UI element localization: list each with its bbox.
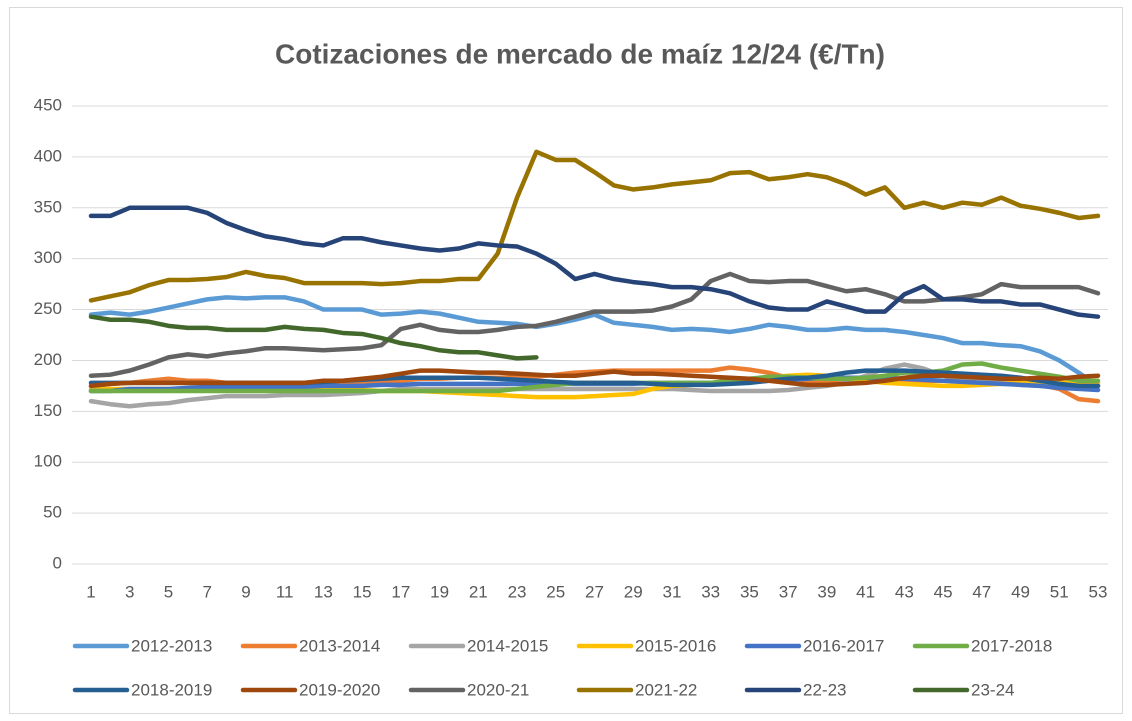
legend-label: 2016-2017 — [803, 636, 884, 655]
y-tick-label: 450 — [34, 95, 62, 114]
legend-label: 2017-2018 — [971, 636, 1052, 655]
x-tick-label: 23 — [508, 582, 527, 601]
x-tick-label: 7 — [202, 582, 211, 601]
chart-title: Cotizaciones de mercado de maíz 12/24 (€… — [275, 38, 885, 69]
legend-label: 22-23 — [803, 680, 846, 699]
x-tick-label: 45 — [934, 582, 953, 601]
y-tick-label: 150 — [34, 401, 62, 420]
legend-label: 2015-2016 — [635, 636, 716, 655]
x-tick-label: 43 — [895, 582, 914, 601]
x-tick-label: 47 — [972, 582, 991, 601]
legend-label: 2019-2020 — [299, 680, 380, 699]
legend-label: 2013-2014 — [299, 636, 380, 655]
y-tick-label: 350 — [34, 197, 62, 216]
x-tick-label: 5 — [164, 582, 173, 601]
legend-label: 2018-2019 — [131, 680, 212, 699]
y-tick-label: 250 — [34, 299, 62, 318]
x-tick-label: 31 — [663, 582, 682, 601]
x-tick-label: 33 — [701, 582, 720, 601]
series-line — [88, 149, 1101, 303]
x-tick-label: 25 — [546, 582, 565, 601]
x-tick-label: 27 — [585, 582, 604, 601]
y-tick-label: 300 — [34, 248, 62, 267]
series-line — [88, 205, 1101, 319]
legend-label: 2012-2013 — [131, 636, 212, 655]
x-tick-label: 53 — [1089, 582, 1108, 601]
y-tick-label: 200 — [34, 350, 62, 369]
x-tick-label: 49 — [1011, 582, 1030, 601]
x-tick-label: 37 — [779, 582, 798, 601]
x-tick-label: 21 — [469, 582, 488, 601]
x-tick-label: 17 — [391, 582, 410, 601]
x-tick-label: 3 — [125, 582, 134, 601]
x-tick-label: 15 — [353, 582, 372, 601]
y-tick-label: 100 — [34, 452, 62, 471]
x-tick-label: 13 — [314, 582, 333, 601]
x-tick-label: 1 — [86, 582, 95, 601]
x-tick-label: 19 — [430, 582, 449, 601]
series-line — [88, 295, 1101, 389]
legend-label: 2020-21 — [467, 680, 529, 699]
x-tick-label: 39 — [817, 582, 836, 601]
x-tick-label: 41 — [856, 582, 875, 601]
x-tick-label: 11 — [276, 582, 294, 601]
x-tick-label: 51 — [1050, 582, 1069, 601]
y-tick-label: 50 — [43, 503, 62, 522]
x-tick-label: 29 — [624, 582, 643, 601]
legend-label: 2014-2015 — [467, 636, 548, 655]
y-tick-label: 0 — [53, 553, 62, 572]
legend-label: 2021-22 — [635, 680, 697, 699]
series-line — [88, 271, 1101, 378]
series-line — [88, 314, 539, 361]
series-line — [88, 368, 1101, 389]
x-tick-label: 9 — [241, 582, 250, 601]
x-tick-label: 35 — [740, 582, 759, 601]
y-tick-label: 400 — [34, 146, 62, 165]
legend-label: 23-24 — [971, 680, 1014, 699]
